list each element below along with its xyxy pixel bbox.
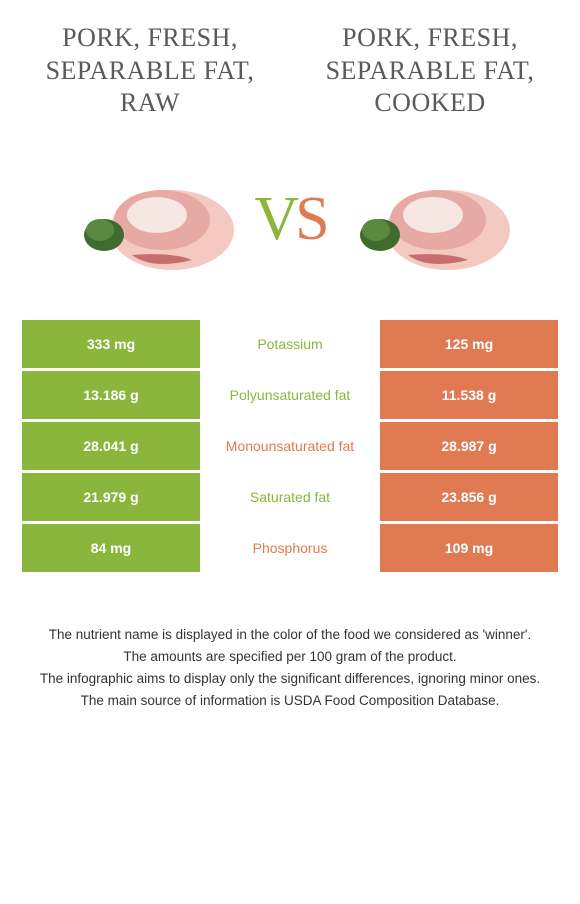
images-row: VS <box>0 130 580 320</box>
vs-label: VS <box>254 184 325 255</box>
cell-nutrient-label: Polyunsaturated fat <box>200 371 380 419</box>
table-row: 84 mgPhosphorus109 mg <box>22 524 558 572</box>
cell-nutrient-label: Potassium <box>200 320 380 368</box>
header-row: Pork, fresh, separable fat, raw Pork, fr… <box>0 0 580 130</box>
cell-nutrient-label: Monounsaturated fat <box>200 422 380 470</box>
footer-line-2: The amounts are specified per 100 gram o… <box>20 647 560 667</box>
footer-line-3: The infographic aims to display only the… <box>20 669 560 689</box>
cell-right-value: 125 mg <box>380 320 558 368</box>
cell-right-value: 11.538 g <box>380 371 558 419</box>
food-left-title: Pork, fresh, separable fat, raw <box>30 22 270 120</box>
cell-left-value: 21.979 g <box>22 473 200 521</box>
vs-s: S <box>295 184 325 255</box>
cell-right-value: 109 mg <box>380 524 558 572</box>
cell-nutrient-label: Phosphorus <box>200 524 380 572</box>
footer-line-4: The main source of information is USDA F… <box>20 691 560 711</box>
infographic-container: Pork, fresh, separable fat, raw Pork, fr… <box>0 0 580 904</box>
footer-line-1: The nutrient name is displayed in the co… <box>20 625 560 645</box>
cell-nutrient-label: Saturated fat <box>200 473 380 521</box>
cell-left-value: 28.041 g <box>22 422 200 470</box>
vs-v: V <box>254 184 295 255</box>
table-row: 28.041 gMonounsaturated fat28.987 g <box>22 422 558 470</box>
food-left-image <box>62 160 242 280</box>
table-row: 21.979 gSaturated fat23.856 g <box>22 473 558 521</box>
cell-right-value: 28.987 g <box>380 422 558 470</box>
footer-notes: The nutrient name is displayed in the co… <box>0 575 580 724</box>
cell-left-value: 84 mg <box>22 524 200 572</box>
food-right-title: Pork, fresh, separable fat, cooked <box>310 22 550 120</box>
food-right-image <box>338 160 518 280</box>
cell-left-value: 13.186 g <box>22 371 200 419</box>
cell-left-value: 333 mg <box>22 320 200 368</box>
cell-right-value: 23.856 g <box>380 473 558 521</box>
comparison-table: 333 mgPotassium125 mg13.186 gPolyunsatur… <box>0 320 580 575</box>
table-row: 333 mgPotassium125 mg <box>22 320 558 368</box>
table-row: 13.186 gPolyunsaturated fat11.538 g <box>22 371 558 419</box>
